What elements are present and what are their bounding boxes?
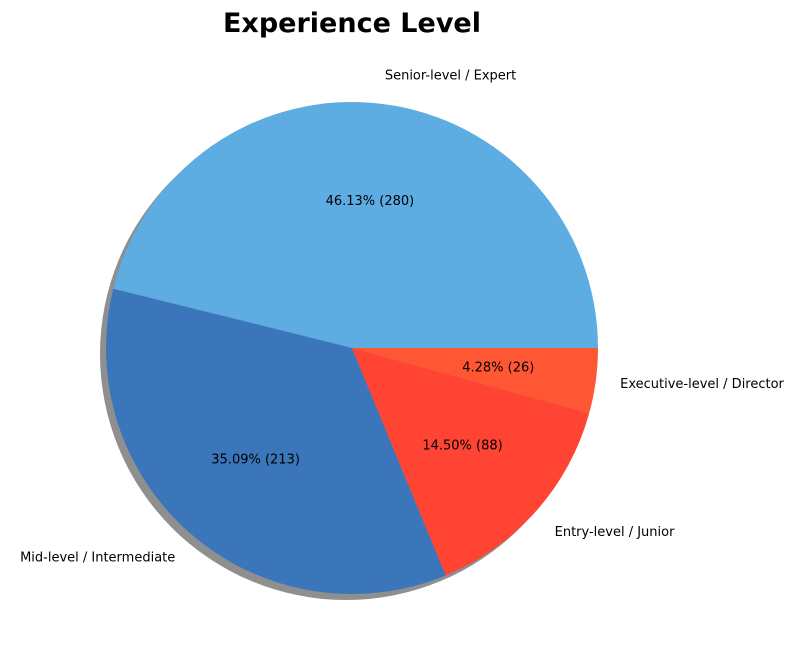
slice-label-3: Entry-level / Junior xyxy=(555,525,675,540)
percent-label-1: 46.13% (280) xyxy=(326,194,415,209)
percent-label-3: 14.50% (88) xyxy=(422,438,502,453)
percent-label-4: 4.28% (26) xyxy=(462,360,534,375)
pie-slice-3 xyxy=(352,348,590,576)
slice-label-4: Executive-level / Director xyxy=(620,377,784,392)
slice-label-2: Mid-level / Intermediate xyxy=(20,551,175,566)
chart-title: Experience Level xyxy=(223,8,481,39)
pie-slice-2 xyxy=(106,288,446,594)
percent-label-2: 35.09% (213) xyxy=(211,452,300,467)
pie-slices xyxy=(106,102,598,594)
slice-label-1: Senior-level / Expert xyxy=(385,68,516,83)
pie-slice-1 xyxy=(113,102,598,348)
pie-slice-4 xyxy=(352,348,598,414)
slice-labels: Senior-level / Expert Mid-level / Interme… xyxy=(20,68,784,565)
percent-labels: 46.13% (280) 35.09% (213) 14.50% (88) 4.28%… xyxy=(211,194,534,467)
